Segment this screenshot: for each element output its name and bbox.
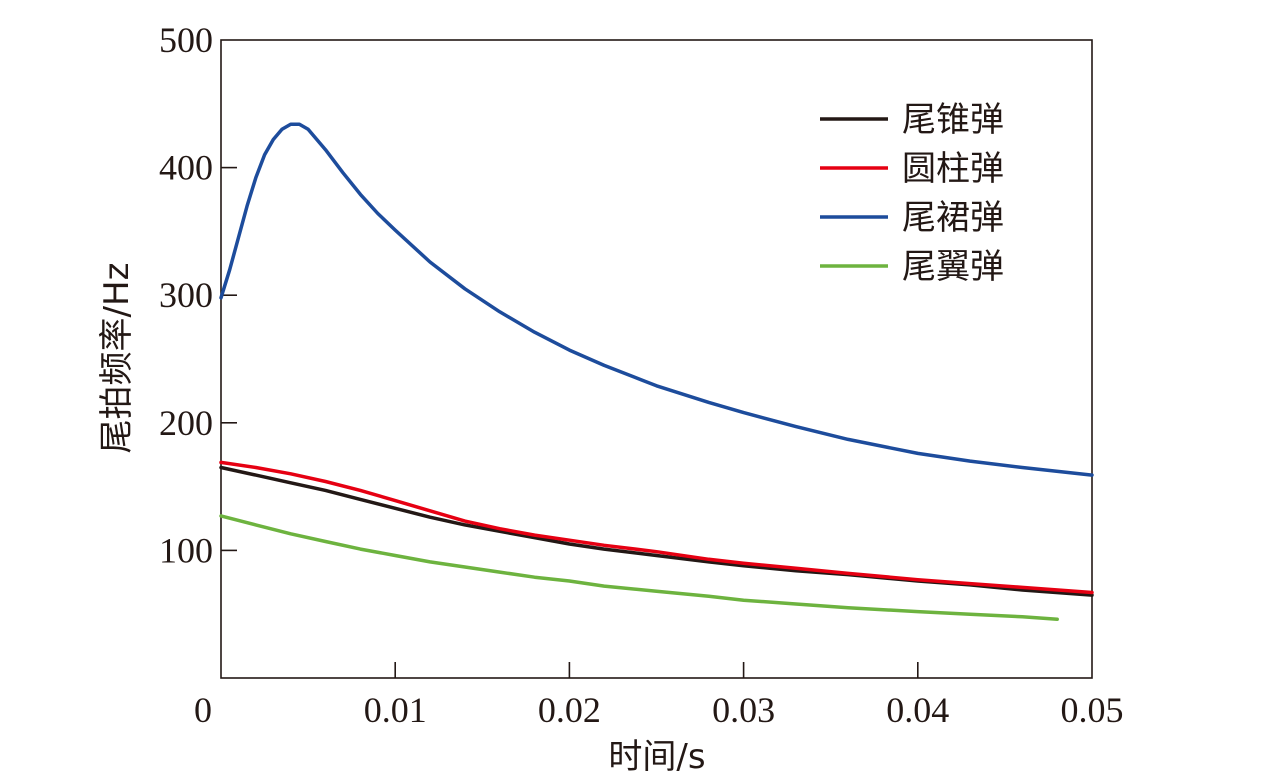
x-tick-label: 0.05 <box>1061 690 1124 730</box>
legend-label: 尾裙弹 <box>902 198 1004 238</box>
y-tick-label: 300 <box>159 275 213 315</box>
series-line <box>219 122 1094 477</box>
x-axis-title: 时间/s <box>608 737 705 777</box>
x-tick-label: 0.04 <box>886 690 949 730</box>
legend-label: 圆柱弹 <box>902 149 1004 189</box>
legend-label: 尾翼弹 <box>902 247 1004 287</box>
plot-border <box>220 39 1093 679</box>
y-tick-label: 200 <box>159 403 213 443</box>
x-tick-label: 0.02 <box>538 690 601 730</box>
series-group <box>219 122 1094 622</box>
series-line <box>219 460 1094 595</box>
series-line <box>219 514 1059 622</box>
y-tick-label: 100 <box>159 530 213 570</box>
y-axis-title: 尾拍频率/Hz <box>97 263 137 454</box>
y-tick-label: 400 <box>159 148 213 188</box>
x-tick-label: 0.03 <box>712 690 775 730</box>
legend-label: 尾锥弹 <box>902 100 1004 140</box>
plot-frame <box>220 39 1093 679</box>
x-tick-label: 0.01 <box>364 690 427 730</box>
y-tick-label: 500 <box>159 20 213 60</box>
axis-ticks: 0 0.01 0.02 0.03 0.04 0.05 100 200 300 400 500 <box>159 20 1124 730</box>
x-tick-label: 0 <box>194 690 212 730</box>
